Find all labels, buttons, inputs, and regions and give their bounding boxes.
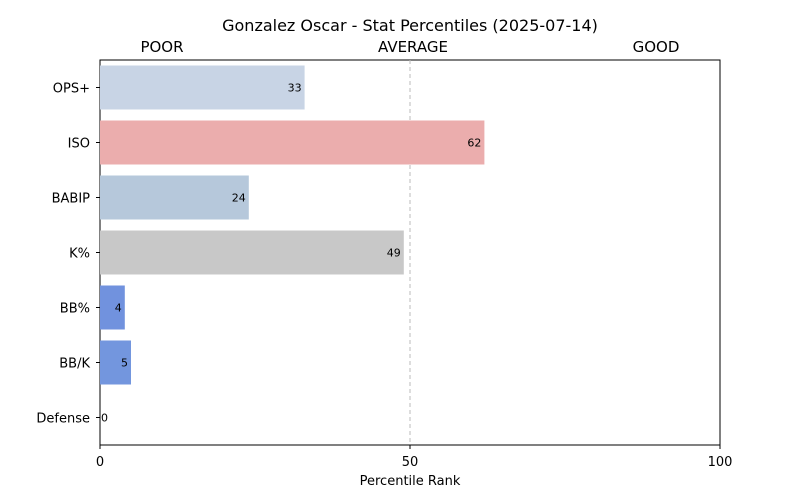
chart-title: Gonzalez Oscar - Stat Percentiles (2025-… (222, 16, 598, 35)
x-tick-label-50: 50 (402, 455, 419, 470)
y-tick-label-ops: OPS+ (53, 82, 90, 97)
zone-label-good: GOOD (633, 38, 680, 56)
value-label-defense: 0 (101, 412, 108, 425)
bar-bb-k (100, 340, 131, 385)
value-label-ops: 33 (288, 82, 302, 95)
value-label-bb-k: 5 (121, 357, 128, 370)
y-tick-label-k: K% (69, 247, 90, 262)
y-tick-label-iso: ISO (68, 137, 90, 152)
x-axis-label: Percentile Rank (360, 474, 461, 489)
bar-babip (100, 175, 249, 220)
y-tick-label-defense: Defense (36, 412, 90, 427)
y-tick-label-bb: BB% (60, 302, 90, 317)
value-label-k: 49 (387, 247, 401, 260)
bar-iso (100, 120, 485, 165)
zone-label-average: AVERAGE (378, 38, 448, 56)
bar-ops (100, 65, 305, 110)
zone-label-poor: POOR (140, 38, 183, 56)
bar-k (100, 230, 404, 275)
y-tick-label-bb-k: BB/K (59, 357, 90, 372)
value-label-bb: 4 (115, 302, 122, 315)
value-label-iso: 62 (467, 137, 481, 150)
y-tick-label-babip: BABIP (52, 192, 91, 207)
x-tick-label-100: 100 (708, 455, 733, 470)
bar-bb (100, 285, 125, 330)
value-label-babip: 24 (232, 192, 246, 205)
x-tick-label-0: 0 (96, 455, 104, 470)
